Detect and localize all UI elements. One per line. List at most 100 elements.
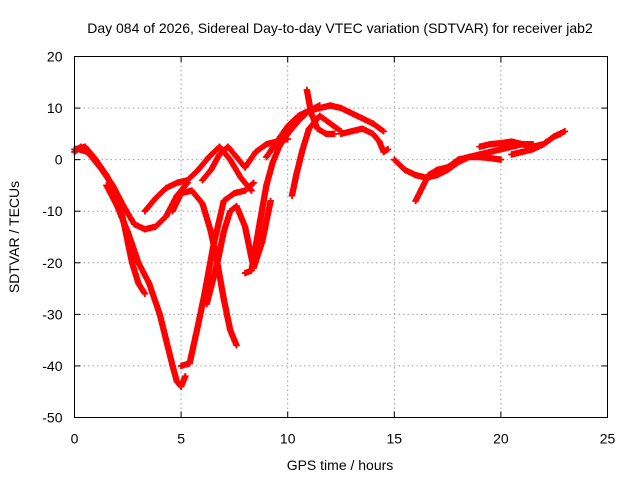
data-point: [295, 112, 302, 120]
data-point: [96, 164, 104, 171]
x-axis-label: GPS time / hours: [287, 457, 394, 473]
data-point: [194, 321, 202, 328]
data-point: [248, 267, 255, 274]
series-arc-19: [508, 130, 564, 158]
data-point: [561, 128, 569, 135]
data-point: [288, 192, 296, 199]
data-point: [226, 326, 234, 334]
data-point: [141, 290, 149, 297]
data-point: [173, 179, 181, 187]
data-point: [327, 102, 334, 109]
data-point: [169, 208, 176, 215]
y-tick-label: -20: [42, 255, 62, 271]
data-point: [263, 182, 270, 189]
data-point: [120, 202, 127, 210]
data-point: [529, 146, 537, 153]
x-tick-labels: 0 5 10 15 20 25: [71, 431, 616, 447]
data-point: [465, 153, 473, 161]
data-point: [359, 115, 366, 122]
y-tick-label: -50: [42, 410, 62, 426]
series-arc-6: [177, 179, 257, 370]
y-tick-label: 20: [47, 49, 63, 65]
data-point: [263, 140, 270, 148]
data-point: [256, 218, 264, 225]
data-point: [380, 128, 387, 135]
series-arc-4: [103, 182, 189, 390]
data-point: [141, 208, 149, 215]
data-point: [519, 148, 526, 156]
series-arc-3: [75, 146, 191, 233]
data-point: [186, 360, 193, 367]
data-point: [444, 164, 451, 171]
data-point: [487, 140, 494, 148]
data-point: [177, 189, 185, 197]
data-point: [162, 184, 170, 192]
data-point: [267, 197, 274, 205]
data-point: [130, 220, 138, 228]
data-point: [369, 130, 377, 138]
data-point: [401, 166, 409, 174]
data-point: [145, 280, 153, 287]
data-point: [497, 146, 505, 153]
data-point: [348, 110, 355, 117]
series-arc-14: [337, 125, 392, 156]
data-point: [307, 110, 315, 117]
data-point: [233, 153, 240, 161]
data-point: [231, 336, 238, 344]
data-point: [322, 130, 330, 138]
data-point: [476, 143, 483, 150]
data-point: [476, 151, 483, 158]
data-point: [337, 104, 345, 112]
data-point: [508, 138, 515, 145]
data-point: [141, 226, 149, 233]
data-point: [226, 156, 234, 163]
data-point: [455, 156, 462, 163]
data-point: [540, 140, 547, 148]
data-point: [207, 228, 215, 236]
data-point: [241, 187, 249, 194]
data-point: [124, 228, 131, 236]
data-point: [497, 139, 505, 147]
y-tick-label: -30: [42, 306, 62, 322]
data-point: [177, 383, 185, 390]
data-point: [284, 122, 291, 130]
data-point: [199, 200, 206, 207]
y-tick-label: 0: [55, 152, 63, 168]
data-point: [316, 104, 323, 112]
plot-frame: [74, 56, 608, 418]
data-point: [241, 269, 249, 277]
data-point: [199, 177, 206, 184]
data-point: [252, 148, 259, 156]
x-tick-label: 0: [71, 431, 79, 447]
data-point: [109, 182, 117, 189]
data-point: [233, 202, 240, 210]
data-point: [263, 153, 270, 161]
data-point: [380, 148, 387, 156]
data-point: [188, 187, 195, 194]
data-point: [487, 154, 494, 162]
data-point: [162, 336, 170, 344]
data-point: [226, 208, 234, 215]
data-point: [113, 202, 121, 210]
data-point: [184, 177, 191, 184]
data-point: [205, 153, 213, 161]
data-point: [84, 148, 91, 156]
data-point: [337, 130, 345, 138]
data-point: [241, 223, 249, 230]
data-point: [241, 164, 249, 171]
data-point: [269, 159, 276, 166]
data-point: [233, 342, 240, 349]
data-point: [237, 174, 244, 181]
data-point: [331, 130, 338, 138]
data-point: [258, 238, 266, 246]
data-point: [75, 146, 82, 153]
data-point: [487, 148, 494, 156]
data-point: [207, 166, 215, 174]
data-point: [152, 195, 159, 202]
data-point: [162, 213, 170, 220]
data-point: [275, 143, 283, 150]
x-tick-label: 10: [280, 431, 296, 447]
data-point: [216, 143, 223, 150]
data-point: [156, 311, 163, 318]
x-tick-label: 15: [387, 431, 403, 447]
